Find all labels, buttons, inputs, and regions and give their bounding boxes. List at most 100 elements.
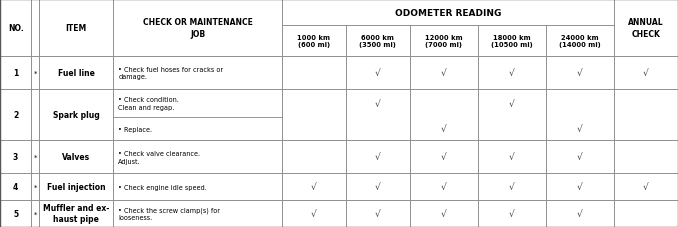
Bar <box>614 0 678 57</box>
Text: √: √ <box>441 153 447 162</box>
Text: • Check the screw clamp(s) for
looseness.: • Check the screw clamp(s) for looseness… <box>118 206 220 220</box>
Text: ANNUAL
CHECK: ANNUAL CHECK <box>628 18 664 39</box>
Text: *: * <box>33 154 37 160</box>
Text: √: √ <box>509 153 515 162</box>
Text: *: * <box>33 210 37 216</box>
Text: √: √ <box>375 69 380 78</box>
Text: 12000 km
(7000 mi): 12000 km (7000 mi) <box>425 35 462 48</box>
Text: √: √ <box>509 209 515 218</box>
Bar <box>31 0 39 57</box>
Bar <box>39 141 113 174</box>
Text: √: √ <box>509 99 515 108</box>
Text: ITEM: ITEM <box>66 24 87 33</box>
Bar <box>478 90 546 141</box>
Text: √: √ <box>577 209 582 218</box>
Bar <box>39 0 113 57</box>
Bar <box>546 90 614 141</box>
Bar <box>281 174 346 200</box>
Bar <box>0 57 31 90</box>
Bar <box>546 57 614 90</box>
Text: • Check condition.
Clean and regap.: • Check condition. Clean and regap. <box>118 97 179 110</box>
Bar <box>31 174 39 200</box>
Bar <box>31 141 39 174</box>
Bar <box>546 26 614 57</box>
Bar <box>31 200 39 227</box>
Text: Fuel line: Fuel line <box>58 69 95 78</box>
Text: √: √ <box>643 182 649 191</box>
Bar <box>31 57 39 90</box>
Text: *: * <box>33 70 37 76</box>
Text: 4: 4 <box>13 182 18 191</box>
Bar <box>346 26 410 57</box>
Text: 3: 3 <box>13 153 18 162</box>
Text: √: √ <box>577 125 582 134</box>
Bar <box>0 0 31 57</box>
Text: NO.: NO. <box>7 24 24 33</box>
Bar <box>546 174 614 200</box>
Bar <box>39 90 113 141</box>
Text: √: √ <box>577 182 582 191</box>
Text: Valves: Valves <box>62 153 90 162</box>
Text: Spark plug: Spark plug <box>53 111 100 120</box>
Bar <box>410 90 478 141</box>
Bar <box>113 90 281 141</box>
Bar <box>0 90 31 141</box>
Bar <box>281 90 346 141</box>
Text: √: √ <box>643 69 649 78</box>
Bar <box>346 57 410 90</box>
Bar <box>478 174 546 200</box>
Text: √: √ <box>311 182 317 191</box>
Text: 1000 km
(600 mi): 1000 km (600 mi) <box>297 35 330 48</box>
Bar <box>614 57 678 90</box>
Text: 2: 2 <box>13 111 18 120</box>
Text: √: √ <box>509 69 515 78</box>
Bar <box>0 200 31 227</box>
Text: 6000 km
(3500 mi): 6000 km (3500 mi) <box>359 35 396 48</box>
Bar <box>410 141 478 174</box>
Bar <box>478 26 546 57</box>
Bar <box>478 141 546 174</box>
Bar <box>281 141 346 174</box>
Bar <box>346 174 410 200</box>
Bar <box>281 57 346 90</box>
Text: √: √ <box>375 99 380 108</box>
Bar <box>410 57 478 90</box>
Bar <box>281 0 614 26</box>
Text: 24000 km
(14000 mi): 24000 km (14000 mi) <box>559 35 601 48</box>
Bar <box>113 57 281 90</box>
Bar <box>346 90 410 141</box>
Bar <box>410 200 478 227</box>
Bar <box>0 141 31 174</box>
Bar <box>346 141 410 174</box>
Text: √: √ <box>441 182 447 191</box>
Bar <box>39 57 113 90</box>
Text: ODOMETER READING: ODOMETER READING <box>395 9 501 17</box>
Bar <box>546 200 614 227</box>
Bar <box>614 200 678 227</box>
Text: • Check valve clearance.
Adjust.: • Check valve clearance. Adjust. <box>118 151 200 164</box>
Text: Fuel injection: Fuel injection <box>47 182 106 191</box>
Text: CHECK OR MAINTENANCE
JOB: CHECK OR MAINTENANCE JOB <box>142 18 252 39</box>
Bar <box>614 90 678 141</box>
Bar <box>346 200 410 227</box>
Text: √: √ <box>441 69 447 78</box>
Text: √: √ <box>375 182 380 191</box>
Text: 18000 km
(10500 mi): 18000 km (10500 mi) <box>491 35 533 48</box>
Bar <box>39 200 113 227</box>
Bar <box>281 26 346 57</box>
Bar <box>113 200 281 227</box>
Bar <box>410 26 478 57</box>
Text: √: √ <box>375 153 380 162</box>
Text: √: √ <box>577 153 582 162</box>
Text: Muffler and ex-
haust pipe: Muffler and ex- haust pipe <box>43 203 109 223</box>
Text: 5: 5 <box>13 209 18 218</box>
Bar <box>410 174 478 200</box>
Text: 1: 1 <box>13 69 18 78</box>
Text: • Check fuel hoses for cracks or
damage.: • Check fuel hoses for cracks or damage. <box>118 67 223 80</box>
Bar <box>113 174 281 200</box>
Bar <box>614 174 678 200</box>
Bar <box>614 141 678 174</box>
Bar <box>0 174 31 200</box>
Bar <box>478 57 546 90</box>
Bar <box>478 200 546 227</box>
